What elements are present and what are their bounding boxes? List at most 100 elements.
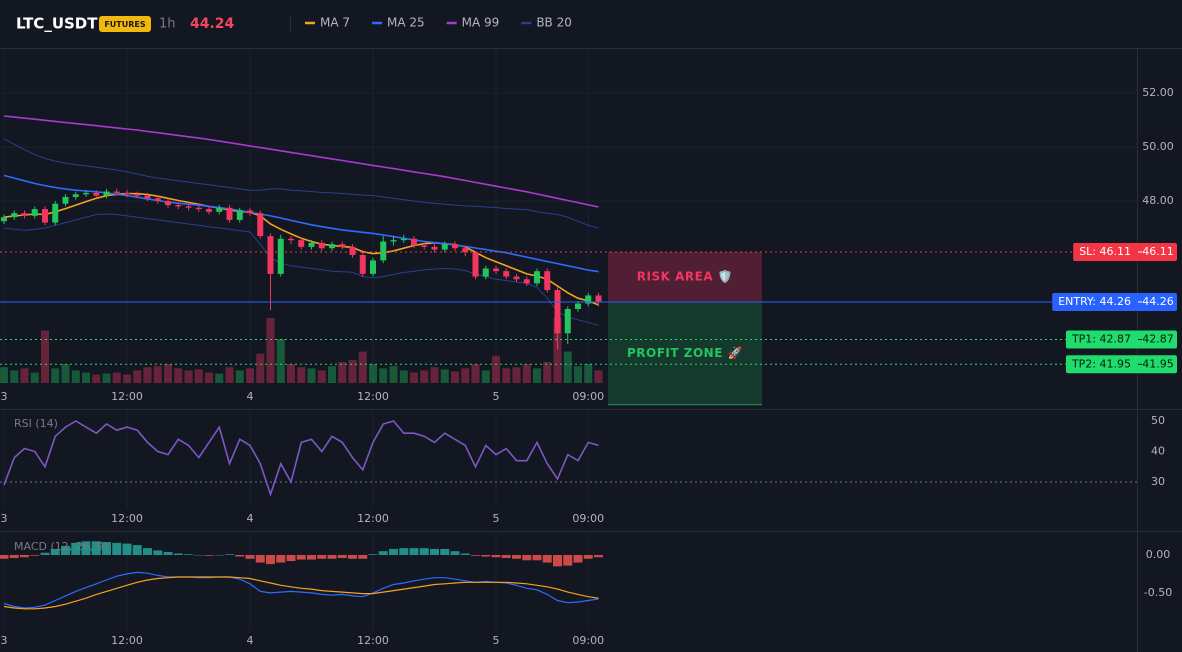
candle-body: [144, 195, 151, 199]
histogram-bar: [255, 554, 265, 563]
volume-bar: [358, 351, 367, 383]
volume-bar: [174, 368, 183, 383]
zone-label: PROFIT ZONE 🚀: [627, 346, 743, 360]
volume-bar: [369, 364, 377, 383]
candle-body: [544, 271, 551, 291]
zone: [608, 301, 762, 405]
histogram-bar: [583, 554, 593, 559]
volume-bar: [256, 353, 265, 383]
volume-bar: [574, 366, 582, 383]
histogram-bar: [20, 554, 29, 558]
candle-body: [441, 244, 448, 250]
candle-body: [277, 238, 284, 274]
candle-body: [257, 213, 264, 237]
x-tick-label: 5: [493, 512, 500, 525]
volume-bar: [246, 368, 254, 383]
candle-body: [216, 207, 223, 212]
price-line-label: TP1: 42.87: [1071, 332, 1131, 345]
candle-body: [42, 209, 48, 223]
histogram-bar: [194, 554, 204, 556]
histogram-bar: [409, 548, 419, 555]
volume-bar: [512, 367, 521, 383]
histogram-bar: [512, 554, 521, 559]
price-line-tag: [1065, 330, 1177, 349]
volume-bar: [533, 368, 541, 383]
histogram-bar: [501, 554, 511, 559]
x-tick-label: 3: [1, 390, 8, 403]
volume-bar: [41, 330, 49, 383]
zone: [608, 252, 762, 302]
histogram-bar: [184, 554, 193, 555]
series-line: [3, 420, 599, 497]
histogram-bar: [358, 554, 368, 559]
volume-bar: [51, 368, 60, 383]
volume-bar: [0, 367, 8, 383]
candle-body: [585, 295, 592, 304]
histogram-bar: [143, 548, 152, 555]
histogram-bar: [40, 552, 50, 555]
candle-body: [482, 268, 489, 277]
candle-body: [298, 240, 305, 247]
histogram-bar: [440, 548, 450, 555]
badge: FUTURES: [104, 20, 146, 29]
x-tick-label: 09:00: [572, 634, 604, 647]
volume-bar: [522, 364, 531, 383]
y-tick-label: 50.00: [1142, 140, 1174, 153]
candle-body: [452, 244, 458, 249]
histogram-bar: [235, 554, 245, 557]
candle-body: [329, 244, 335, 249]
volume-bar: [287, 364, 295, 383]
candle-body: [523, 279, 530, 284]
candle-body: [83, 192, 89, 195]
volume-bar: [30, 372, 39, 383]
volume-bar: [594, 370, 603, 383]
candle-body: [267, 236, 274, 274]
x-tick-label: 4: [247, 512, 254, 525]
y-tick-label: 52.00: [1142, 86, 1174, 99]
histogram-bar: [307, 554, 316, 560]
pane-title: RSI (14): [14, 417, 58, 430]
price-line-label: SL: 46.11: [1079, 245, 1131, 258]
y-tick-label: 48.00: [1142, 194, 1174, 207]
price-line-value: 41.95: [1142, 357, 1174, 370]
candle-body: [400, 238, 407, 241]
x-tick-label: 12:00: [357, 634, 389, 647]
histogram-bar: [71, 542, 81, 555]
candle-body: [359, 254, 366, 274]
x-tick-label: 3: [1, 512, 8, 525]
volume-bar: [82, 372, 90, 383]
candle-body: [380, 241, 387, 261]
interval[interactable]: 1h: [159, 17, 176, 32]
histogram-bar: [9, 554, 19, 559]
x-tick-label: 09:00: [572, 390, 604, 403]
candle-body: [339, 244, 346, 247]
volume-bar: [71, 370, 80, 383]
candle-body: [62, 196, 69, 204]
y-tick-label: 30: [1151, 475, 1165, 488]
histogram-bar: [0, 554, 9, 559]
candle-body: [195, 207, 202, 210]
volume-bar: [430, 367, 439, 383]
symbol[interactable]: LTC_USDT: [16, 15, 98, 33]
volume-bar: [297, 367, 306, 383]
x-tick-label: 12:00: [111, 634, 143, 647]
candle-body: [124, 192, 130, 195]
histogram-bar: [204, 554, 214, 556]
x-tick-label: 09:00: [572, 512, 604, 525]
histogram-bar: [327, 554, 337, 559]
volume-bar: [112, 372, 121, 383]
volume-bar: [502, 368, 511, 383]
volume-bar: [440, 369, 449, 383]
y-tick-label: -0.50: [1144, 586, 1172, 599]
volume-bar: [92, 374, 101, 383]
histogram-bar: [91, 541, 101, 555]
ma-line: [3, 174, 599, 273]
histogram-bar: [389, 548, 398, 555]
volume-bar: [164, 364, 172, 383]
candle-body: [370, 260, 376, 274]
histogram-bar: [399, 548, 409, 555]
volume-bar: [543, 362, 552, 383]
volume-bar: [194, 369, 203, 383]
y-tick-label: 0.00: [1146, 548, 1171, 561]
